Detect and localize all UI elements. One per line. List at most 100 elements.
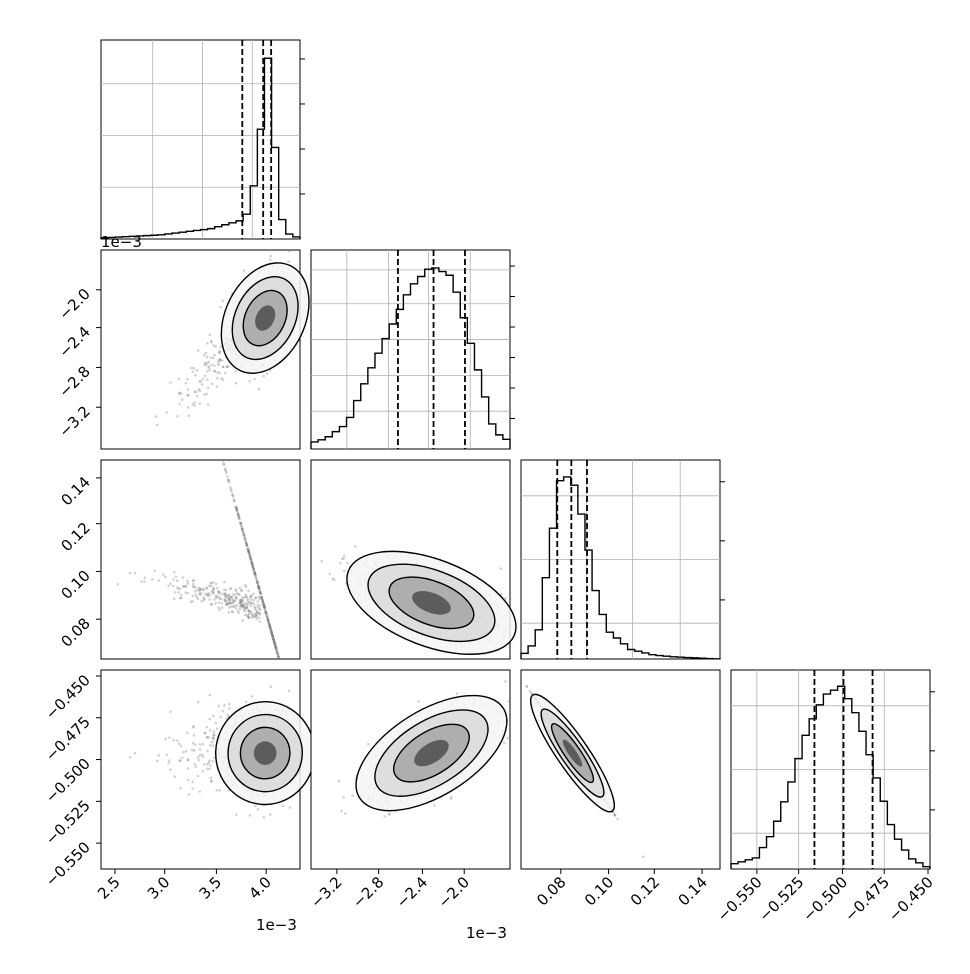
2d-1-0-ytick-label-3: −3.2 — [55, 402, 93, 440]
2d-2-0-sample-point — [262, 602, 265, 606]
2d-2-0-sample-point — [253, 605, 256, 609]
2d-2-0-sample-point — [255, 580, 259, 583]
2d-2-0-sample-point — [271, 635, 275, 638]
2d-2-0-sample-point — [271, 635, 275, 638]
2d-2-0-sample-point — [264, 612, 268, 615]
2d-2-0-sample-point — [179, 593, 183, 597]
2d-3-0-sample-point — [164, 737, 167, 741]
2d-2-0-sample-point — [239, 521, 242, 525]
2d-3-1-sample-point — [450, 795, 453, 799]
2d-2-1-sample-point — [333, 578, 336, 582]
2d-2-1-sample-point — [346, 561, 349, 565]
2d-2-0-sample-point — [262, 604, 266, 607]
2d-2-0-sample-point — [225, 471, 228, 475]
2d-1-0-sample-point — [217, 363, 220, 367]
2d-1-0-sample-point — [214, 345, 217, 348]
2d-2-0-sample-point — [232, 598, 235, 601]
2d-2-0-sample-point — [205, 586, 209, 590]
2d-2-0-sample-point — [273, 641, 276, 645]
2d-2-0-sample-point — [223, 594, 227, 597]
2d-2-0-sample-point — [224, 468, 227, 472]
2d-3-1-sample-point — [433, 804, 436, 807]
2d-2-0-sample-point — [250, 561, 254, 564]
2d-2-0-sample-point — [258, 590, 262, 594]
2d-2-0-sample-point — [275, 649, 279, 653]
2d-2-0-frame — [100, 459, 301, 660]
2d-2-0-sample-point — [197, 589, 201, 593]
2d-2-0-sample-point — [251, 601, 254, 605]
2d-2-0-sample-point — [263, 607, 267, 610]
2d-1-0-sample-point — [218, 372, 221, 375]
2d-2-0-sample-point — [225, 593, 228, 596]
2d-2-0-sample-point — [246, 614, 249, 617]
2d-2-0-sample-point — [258, 607, 261, 610]
2d-2-0-sample-point — [247, 550, 251, 554]
2d-2-0-sample-point — [245, 606, 249, 609]
2d-3-0-sample-point — [219, 715, 222, 719]
2d-2-0-sample-point — [173, 591, 177, 594]
2d-2-0-sample-point — [251, 565, 255, 568]
2d-2-0-sample-point — [276, 652, 280, 656]
2d-2-0-sample-point — [231, 492, 234, 496]
2d-1-0-sample-point — [197, 388, 200, 391]
2d-2-0-sample-point — [268, 625, 272, 628]
2d-2-0-sample-point — [241, 531, 245, 534]
2d-2-0-sample-point — [227, 606, 231, 609]
2d-2-0-sample-point — [269, 627, 273, 631]
2d-2-0-sample-point — [258, 589, 262, 592]
2d-2-0-sample-point — [234, 505, 238, 509]
2d-2-0-sample-point — [255, 612, 258, 615]
2d-3-1-sample-point — [387, 813, 391, 816]
2d-2-0-sample-point — [263, 605, 266, 609]
2d-1-0-sample-point — [225, 365, 229, 369]
2d-3-1-sample-point — [337, 779, 341, 783]
2d-2-0-sample-point — [232, 499, 236, 502]
2d-3-0-sample-point — [186, 767, 190, 770]
2d-2-0-sample-point — [223, 467, 227, 470]
col3-xtick-label-4: −0.450 — [885, 873, 937, 925]
2d-2-0-sample-point — [267, 621, 271, 624]
2d-2-0-sample-point — [189, 600, 193, 604]
2d-2-0-sample-point — [232, 605, 235, 608]
2d-2-0-sample-point — [224, 588, 228, 592]
2d-3-0-sample-point — [176, 739, 179, 742]
2d-2-0-sample-point — [217, 595, 221, 599]
2d-2-0-sample-point — [228, 598, 232, 602]
2d-1-0-sample-point — [213, 370, 216, 373]
2d-2-0-sample-point — [252, 598, 255, 602]
2d-2-0-sample-point — [240, 526, 244, 530]
2d-3-0-sample-point — [205, 725, 209, 729]
2d-2-0-sample-point — [274, 646, 278, 649]
2d-1-0-sample-point — [206, 386, 210, 390]
2d-1-0-sample-point — [177, 377, 180, 381]
2d-1-0-sample-point — [205, 392, 208, 396]
2d-2-0-sample-point — [203, 597, 206, 600]
col2-xtick-label-3: 0.14 — [675, 873, 711, 909]
2d-2-0-sample-point — [192, 582, 195, 586]
2d-3-0-sample-point — [213, 733, 216, 737]
2d-2-0-sample-point — [263, 605, 266, 609]
2d-1-0-sample-point — [219, 305, 222, 309]
2d-2-0-sample-point — [230, 610, 234, 613]
2d-2-0-sample-point — [212, 589, 215, 592]
2d-2-0-sample-point — [253, 572, 257, 575]
2d-2-0-sample-point — [216, 586, 219, 590]
2d-2-0-sample-point — [251, 564, 254, 567]
2d-1-0-sample-point — [216, 362, 220, 365]
col0-xtick-label-0: 2.5 — [94, 873, 124, 903]
col3-xtick-label-3: −0.475 — [841, 873, 893, 925]
2d-2-0-sample-point — [201, 587, 205, 591]
2d-2-0-sample-point — [227, 595, 230, 598]
2d-2-0-sample-point — [224, 596, 227, 599]
2d-3-2-sample-point — [525, 685, 529, 688]
2d-1-0-sample-point — [156, 423, 159, 427]
2d-3-2-sample-point — [613, 813, 617, 817]
2d-2-0-sample-point — [236, 513, 240, 516]
2d-2-0-sample-point — [251, 564, 254, 567]
2d-2-0-sample-point — [277, 655, 280, 658]
col2-xtick-label-2: 0.12 — [627, 873, 663, 909]
2d-2-0-sample-point — [234, 606, 238, 610]
2d-2-0-sample-point — [116, 582, 120, 586]
2d-1-0-sample-point — [206, 403, 210, 406]
2d-2-0-sample-point — [226, 594, 230, 598]
